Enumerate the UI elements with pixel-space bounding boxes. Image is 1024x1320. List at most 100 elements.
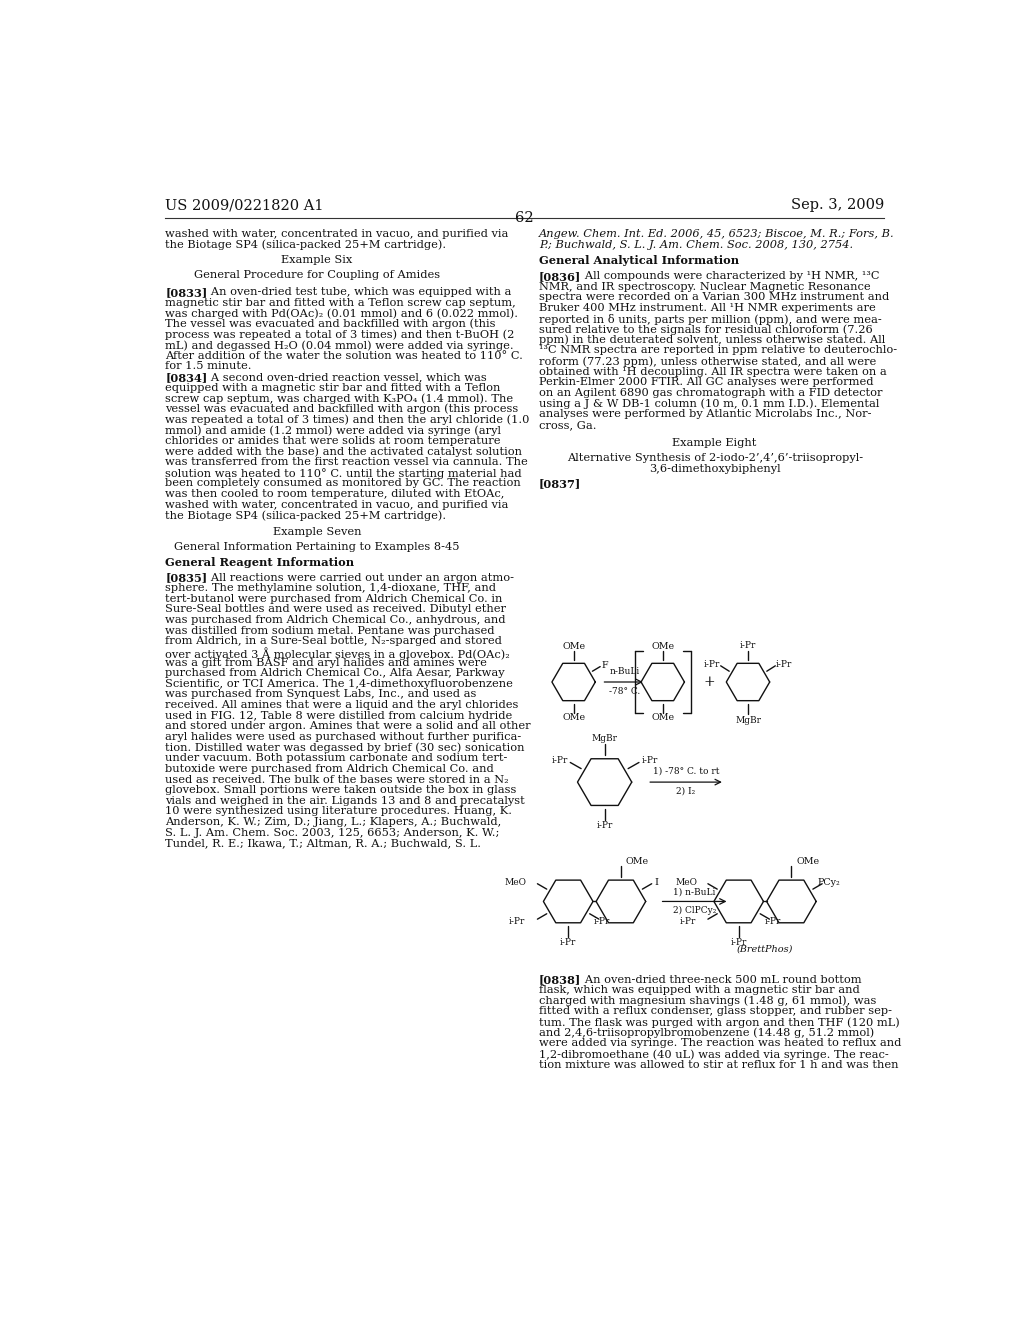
Text: After addition of the water the solution was heated to 110° C.: After addition of the water the solution…	[165, 351, 523, 360]
Text: charged with magnesium shavings (1.48 g, 61 mmol), was: charged with magnesium shavings (1.48 g,…	[539, 995, 877, 1006]
Text: solution was heated to 110° C. until the starting material had: solution was heated to 110° C. until the…	[165, 467, 522, 479]
Text: tion mixture was allowed to stir at reflux for 1 h and was then: tion mixture was allowed to stir at refl…	[539, 1060, 898, 1069]
Text: 3,6-dimethoxybiphenyl: 3,6-dimethoxybiphenyl	[649, 463, 780, 474]
Text: MgBr: MgBr	[735, 715, 761, 725]
Text: mmol) and amide (1.2 mmol) were added via syringe (aryl: mmol) and amide (1.2 mmol) were added vi…	[165, 425, 501, 436]
Text: OMe: OMe	[651, 642, 675, 651]
Text: mL) and degassed H₂O (0.04 mmol) were added via syringe.: mL) and degassed H₂O (0.04 mmol) were ad…	[165, 341, 514, 351]
Text: MgBr: MgBr	[592, 734, 617, 743]
Text: sphere. The methylamine solution, 1,4-dioxane, THF, and: sphere. The methylamine solution, 1,4-di…	[165, 583, 497, 593]
Text: cross, Ga.: cross, Ga.	[539, 420, 596, 430]
Text: Bruker 400 MHz instrument. All ¹H NMR experiments are: Bruker 400 MHz instrument. All ¹H NMR ex…	[539, 302, 876, 313]
Text: i-Pr: i-Pr	[509, 917, 525, 925]
Text: for 1.5 minute.: for 1.5 minute.	[165, 362, 252, 371]
Text: magnetic stir bar and fitted with a Teflon screw cap septum,: magnetic stir bar and fitted with a Tefl…	[165, 297, 516, 308]
Text: 1) n-BuLi: 1) n-BuLi	[674, 888, 716, 896]
Text: F: F	[601, 660, 608, 669]
Text: roform (77.23 ppm), unless otherwise stated, and all were: roform (77.23 ppm), unless otherwise sta…	[539, 356, 876, 367]
Text: S. L. J. Am. Chem. Soc. 2003, 125, 6653; Anderson, K. W.;: S. L. J. Am. Chem. Soc. 2003, 125, 6653;…	[165, 828, 500, 838]
Text: An oven-dried test tube, which was equipped with a: An oven-dried test tube, which was equip…	[200, 286, 511, 297]
Text: used as received. The bulk of the bases were stored in a N₂: used as received. The bulk of the bases …	[165, 775, 509, 784]
Text: i-Pr: i-Pr	[596, 821, 612, 830]
Text: purchased from Aldrich Chemical Co., Alfa Aesar, Parkway: purchased from Aldrich Chemical Co., Alf…	[165, 668, 505, 678]
Text: All reactions were carried out under an argon atmo-: All reactions were carried out under an …	[200, 573, 514, 582]
Text: was repeated a total of 3 times) and then the aryl chloride (1.0: was repeated a total of 3 times) and the…	[165, 414, 529, 425]
Text: All compounds were characterized by ¹H NMR, ¹³C: All compounds were characterized by ¹H N…	[573, 271, 880, 281]
Text: General Analytical Information: General Analytical Information	[539, 255, 739, 267]
Text: fitted with a reflux condenser, glass stopper, and rubber sep-: fitted with a reflux condenser, glass st…	[539, 1006, 892, 1016]
Text: was then cooled to room temperature, diluted with EtOAc,: was then cooled to room temperature, dil…	[165, 488, 505, 499]
Text: I: I	[654, 879, 658, 887]
Text: i-Pr: i-Pr	[703, 660, 720, 669]
Text: [0836]: [0836]	[539, 271, 581, 282]
Text: Sep. 3, 2009: Sep. 3, 2009	[792, 198, 885, 213]
Text: Angew. Chem. Int. Ed. 2006, 45, 6523; Biscoe, M. R.; Fors, B.: Angew. Chem. Int. Ed. 2006, 45, 6523; Bi…	[539, 230, 894, 239]
Text: 1) -78° C. to rt: 1) -78° C. to rt	[652, 767, 719, 776]
Text: under vacuum. Both potassium carbonate and sodium tert-: under vacuum. Both potassium carbonate a…	[165, 754, 508, 763]
Text: 10 were synthesized using literature procedures. Huang, K.: 10 were synthesized using literature pro…	[165, 807, 512, 816]
Text: 2) I₂: 2) I₂	[677, 787, 695, 796]
Text: Example Seven: Example Seven	[272, 527, 361, 537]
Text: chlorides or amides that were solids at room temperature: chlorides or amides that were solids at …	[165, 436, 501, 446]
Text: [0834]: [0834]	[165, 372, 208, 383]
Text: [0838]: [0838]	[539, 974, 581, 986]
Text: Alternative Synthesis of 2-iodo-2’,4’,6’-triisopropyl-: Alternative Synthesis of 2-iodo-2’,4’,6’…	[566, 453, 863, 463]
Text: A second oven-dried reaction vessel, which was: A second oven-dried reaction vessel, whi…	[200, 372, 486, 381]
Text: received. All amines that were a liquid and the aryl chlorides: received. All amines that were a liquid …	[165, 700, 518, 710]
Text: MeO: MeO	[505, 879, 526, 887]
Text: Anderson, K. W.; Zim, D.; Jiang, L.; Klapers, A.; Buchwald,: Anderson, K. W.; Zim, D.; Jiang, L.; Kla…	[165, 817, 502, 828]
Text: [0835]: [0835]	[165, 573, 207, 583]
Text: Scientific, or TCI America. The 1,4-dimethoxyfluorobenzene: Scientific, or TCI America. The 1,4-dime…	[165, 678, 513, 689]
Text: and 2,4,6-triisopropylbromobenzene (14.48 g, 51.2 mmol): and 2,4,6-triisopropylbromobenzene (14.4…	[539, 1028, 874, 1039]
Text: ppm) in the deuterated solvent, unless otherwise stated. All: ppm) in the deuterated solvent, unless o…	[539, 335, 885, 346]
Text: n-BuLi: n-BuLi	[609, 667, 640, 676]
Text: NMR, and IR spectroscopy. Nuclear Magnetic Resonance: NMR, and IR spectroscopy. Nuclear Magnet…	[539, 281, 870, 292]
Text: from Aldrich, in a Sure-Seal bottle, N₂-sparged and stored: from Aldrich, in a Sure-Seal bottle, N₂-…	[165, 636, 502, 647]
Text: over activated 3 Å molecular sieves in a glovebox. Pd(OAc)₂: over activated 3 Å molecular sieves in a…	[165, 647, 510, 660]
Text: been completely consumed as monitored by GC. The reaction: been completely consumed as monitored by…	[165, 478, 521, 488]
Text: spectra were recorded on a Varian 300 MHz instrument and: spectra were recorded on a Varian 300 MH…	[539, 292, 889, 302]
Text: OMe: OMe	[562, 713, 585, 722]
Text: was distilled from sodium metal. Pentane was purchased: was distilled from sodium metal. Pentane…	[165, 626, 495, 636]
Text: OMe: OMe	[651, 713, 675, 722]
Text: OMe: OMe	[796, 857, 819, 866]
Text: were added with the base) and the activated catalyst solution: were added with the base) and the activa…	[165, 446, 522, 457]
Text: was purchased from Aldrich Chemical Co., anhydrous, and: was purchased from Aldrich Chemical Co.,…	[165, 615, 506, 626]
Text: i-Pr: i-Pr	[764, 917, 780, 925]
Text: Tundel, R. E.; Ikawa, T.; Altman, R. A.; Buchwald, S. L.: Tundel, R. E.; Ikawa, T.; Altman, R. A.;…	[165, 838, 481, 849]
Text: +: +	[703, 675, 715, 689]
Text: used in FIG. 12, Table 8 were distilled from calcium hydride: used in FIG. 12, Table 8 were distilled …	[165, 710, 512, 721]
Text: on an Agilent 6890 gas chromatograph with a FID detector: on an Agilent 6890 gas chromatograph wit…	[539, 388, 883, 397]
Text: An oven-dried three-neck 500 mL round bottom: An oven-dried three-neck 500 mL round bo…	[573, 974, 861, 985]
Text: General Information Pertaining to Examples 8-45: General Information Pertaining to Exampl…	[174, 541, 460, 552]
Text: washed with water, concentrated in vacuo, and purified via: washed with water, concentrated in vacuo…	[165, 499, 509, 510]
Text: screw cap septum, was charged with K₃PO₄ (1.4 mmol). The: screw cap septum, was charged with K₃PO₄…	[165, 393, 513, 404]
Text: aryl halides were used as purchased without further purifica-: aryl halides were used as purchased with…	[165, 733, 521, 742]
Text: process was repeated a total of 3 times) and then t-BuOH (2: process was repeated a total of 3 times)…	[165, 330, 515, 341]
Text: (BrettPhos): (BrettPhos)	[737, 945, 794, 953]
Text: was transferred from the first reaction vessel via cannula. The: was transferred from the first reaction …	[165, 457, 528, 467]
Text: -78° C.: -78° C.	[609, 686, 640, 696]
Text: 1,2-dibromoethane (40 uL) was added via syringe. The reac-: 1,2-dibromoethane (40 uL) was added via …	[539, 1049, 889, 1060]
Text: glovebox. Small portions were taken outside the box in glass: glovebox. Small portions were taken outs…	[165, 785, 516, 795]
Text: [0833]: [0833]	[165, 286, 208, 298]
Text: PCy₂: PCy₂	[817, 879, 840, 887]
Text: i-Pr: i-Pr	[775, 660, 792, 669]
Text: General Procedure for Coupling of Amides: General Procedure for Coupling of Amides	[194, 271, 440, 280]
Text: MeO: MeO	[675, 879, 697, 887]
Text: reported in δ units, parts per million (ppm), and were mea-: reported in δ units, parts per million (…	[539, 314, 882, 325]
Text: [0837]: [0837]	[539, 479, 581, 490]
Text: tert-butanol were purchased from Aldrich Chemical Co. in: tert-butanol were purchased from Aldrich…	[165, 594, 503, 603]
Text: ¹³C NMR spectra are reported in ppm relative to deuterochlo-: ¹³C NMR spectra are reported in ppm rela…	[539, 346, 897, 355]
Text: i-Pr: i-Pr	[594, 917, 610, 925]
Text: sured relative to the signals for residual chloroform (7.26: sured relative to the signals for residu…	[539, 325, 872, 335]
Text: Perkin-Elmer 2000 FTIR. All GC analyses were performed: Perkin-Elmer 2000 FTIR. All GC analyses …	[539, 378, 873, 387]
Text: was charged with Pd(OAc)₂ (0.01 mmol) and 6 (0.022 mmol).: was charged with Pd(OAc)₂ (0.01 mmol) an…	[165, 309, 518, 319]
Text: was a gift from BASF and aryl halides and amines were: was a gift from BASF and aryl halides an…	[165, 657, 487, 668]
Text: Sure-Seal bottles and were used as received. Dibutyl ether: Sure-Seal bottles and were used as recei…	[165, 605, 506, 615]
Text: OMe: OMe	[562, 642, 585, 651]
Text: was purchased from Synquest Labs, Inc., and used as: was purchased from Synquest Labs, Inc., …	[165, 689, 476, 700]
Text: vials and weighed in the air. Ligands 13 and 8 and precatalyst: vials and weighed in the air. Ligands 13…	[165, 796, 525, 805]
Text: flask, which was equipped with a magnetic stir bar and: flask, which was equipped with a magneti…	[539, 985, 859, 995]
Text: 62: 62	[515, 211, 535, 224]
